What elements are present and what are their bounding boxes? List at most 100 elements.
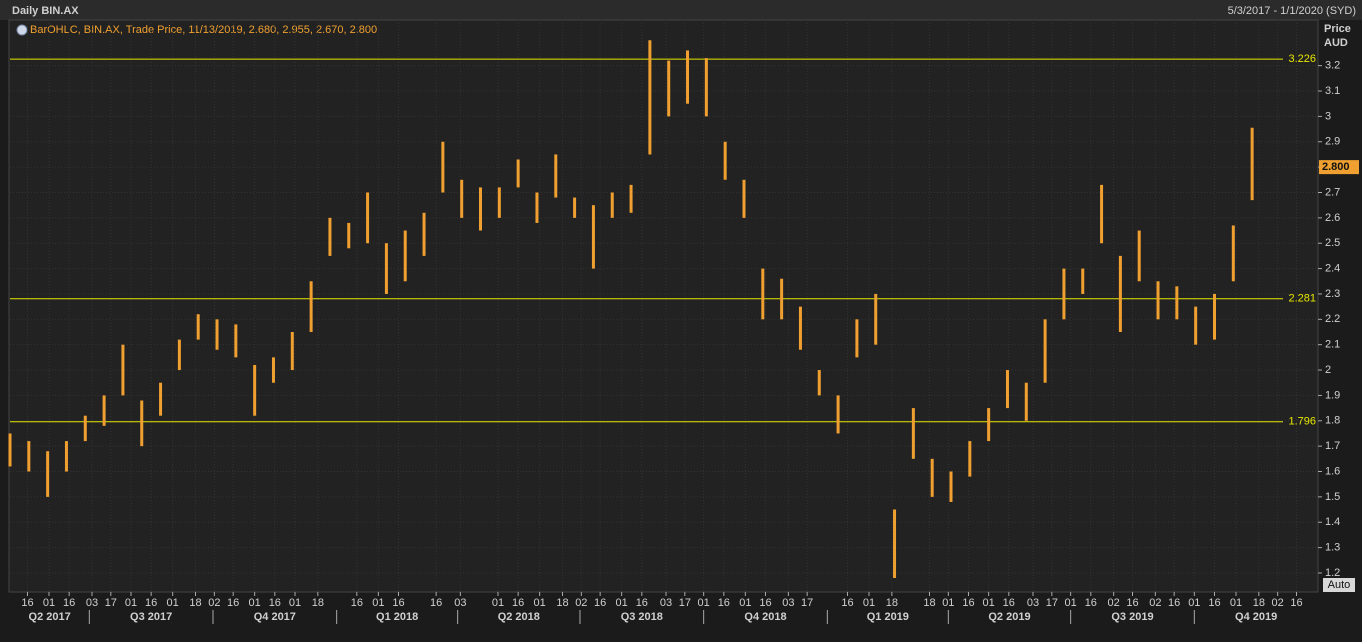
x-tick-label: 16 — [841, 597, 853, 609]
x-tick-label: 16 — [962, 597, 974, 609]
x-tick-label: 03 — [86, 597, 98, 609]
level-label: 1.796 — [1288, 416, 1316, 428]
x-tick-label: 17 — [105, 597, 117, 609]
last-price-tag — [1319, 160, 1359, 175]
x-tick-label: 17 — [679, 597, 691, 609]
legend-text: BarOHLC, BIN.AX, Trade Price, 11/13/2019… — [30, 24, 377, 36]
y-tick-label: 2.1 — [1325, 339, 1340, 351]
quarter-label: Q4 2018 — [744, 611, 786, 623]
quarter-label: Q4 2017 — [254, 611, 296, 623]
x-tick-label: 03 — [1027, 597, 1039, 609]
y-tick-label: 1.7 — [1325, 440, 1340, 452]
x-tick-label: 01 — [1188, 597, 1200, 609]
x-tick-label: 17 — [1046, 597, 1058, 609]
quarter-label: Q4 2019 — [1235, 611, 1277, 623]
x-tick-label: 01 — [1065, 597, 1077, 609]
x-tick-label: 18 — [556, 597, 568, 609]
x-tick-label: 01 — [698, 597, 710, 609]
x-tick-label: 16 — [512, 597, 524, 609]
x-tick-label: 01 — [249, 597, 261, 609]
x-tick-label: 01 — [125, 597, 137, 609]
x-tick-label: 16 — [227, 597, 239, 609]
auto-button-label[interactable]: Auto — [1328, 579, 1351, 591]
x-tick-label: 16 — [1126, 597, 1138, 609]
x-tick-label: 16 — [759, 597, 771, 609]
x-tick-label: 16 — [145, 597, 157, 609]
x-tick-label: 02 — [1149, 597, 1161, 609]
quarter-label: Q2 2019 — [988, 611, 1030, 623]
x-tick-label: 01 — [492, 597, 504, 609]
x-tick-label: 16 — [269, 597, 281, 609]
x-tick-label: 01 — [616, 597, 628, 609]
x-tick-label: 01 — [43, 597, 55, 609]
quarter-label: Q1 2019 — [867, 611, 909, 623]
x-tick-label: 16 — [21, 597, 33, 609]
x-tick-label: 03 — [454, 597, 466, 609]
chart-title: Daily BIN.AX — [12, 5, 79, 17]
y-tick-label: 1.9 — [1325, 389, 1340, 401]
x-tick-label: 02 — [208, 597, 220, 609]
x-tick-label: 03 — [782, 597, 794, 609]
y-tick-label: 2.5 — [1325, 237, 1340, 249]
x-tick-label: 03 — [660, 597, 672, 609]
x-tick-label: 16 — [718, 597, 730, 609]
quarter-label: Q3 2019 — [1111, 611, 1153, 623]
date-range: 5/3/2017 - 1/1/2020 (SYD) — [1228, 5, 1356, 17]
y-tick-label: 1.3 — [1325, 542, 1340, 554]
x-tick-label: 01 — [739, 597, 751, 609]
x-tick-label: 16 — [1208, 597, 1220, 609]
y-tick-label: 1.8 — [1325, 415, 1340, 427]
y-axis-label: AUD — [1324, 37, 1348, 49]
x-tick-label: 18 — [189, 597, 201, 609]
x-tick-label: 17 — [801, 597, 813, 609]
y-axis-label: Price — [1324, 23, 1351, 35]
level-label: 2.281 — [1288, 293, 1316, 305]
x-tick-label: 01 — [534, 597, 546, 609]
quarter-label: Q3 2018 — [621, 611, 663, 623]
quarter-label: Q3 2017 — [130, 611, 172, 623]
y-tick-label: 1.6 — [1325, 465, 1340, 477]
x-tick-label: 02 — [1108, 597, 1120, 609]
x-tick-label: 18 — [1253, 597, 1265, 609]
quarter-label: Q2 2017 — [29, 611, 71, 623]
y-tick-label: 3 — [1325, 110, 1331, 122]
x-tick-label: 02 — [1272, 597, 1284, 609]
x-tick-label: 01 — [289, 597, 301, 609]
x-tick-label: 16 — [594, 597, 606, 609]
x-tick-label: 01 — [372, 597, 384, 609]
x-tick-label: 16 — [1085, 597, 1097, 609]
y-tick-label: 2 — [1325, 364, 1331, 376]
quarter-label: Q1 2018 — [376, 611, 418, 623]
x-tick-label: 16 — [63, 597, 75, 609]
y-tick-label: 1.4 — [1325, 516, 1340, 528]
y-tick-label: 1.2 — [1325, 567, 1340, 579]
y-tick-label: 2.3 — [1325, 288, 1340, 300]
x-tick-label: 01 — [167, 597, 179, 609]
y-tick-label: 2.9 — [1325, 136, 1340, 148]
x-tick-label: 01 — [942, 597, 954, 609]
x-tick-label: 16 — [1003, 597, 1015, 609]
x-tick-label: 02 — [575, 597, 587, 609]
x-tick-label: 01 — [863, 597, 875, 609]
y-tick-label: 3.2 — [1325, 60, 1340, 72]
x-tick-label: 16 — [351, 597, 363, 609]
y-tick-label: 2.6 — [1325, 212, 1340, 224]
x-tick-label: 16 — [1290, 597, 1302, 609]
y-tick-label: 2.4 — [1325, 262, 1340, 274]
quarter-label: Q2 2018 — [498, 611, 540, 623]
x-tick-label: 16 — [392, 597, 404, 609]
last-price-label: 2.800 — [1322, 161, 1350, 173]
legend-icon — [16, 24, 28, 36]
x-tick-label: 01 — [1230, 597, 1242, 609]
y-tick-label: 2.2 — [1325, 313, 1340, 325]
x-tick-label: 18 — [923, 597, 935, 609]
y-tick-label: 2.7 — [1325, 186, 1340, 198]
auto-button[interactable] — [1323, 578, 1355, 592]
y-tick-label: 1.5 — [1325, 491, 1340, 503]
header-bar — [0, 0, 1362, 20]
x-tick-label: 16 — [1168, 597, 1180, 609]
x-tick-label: 18 — [886, 597, 898, 609]
x-tick-label: 18 — [312, 597, 324, 609]
x-tick-label: 01 — [983, 597, 995, 609]
